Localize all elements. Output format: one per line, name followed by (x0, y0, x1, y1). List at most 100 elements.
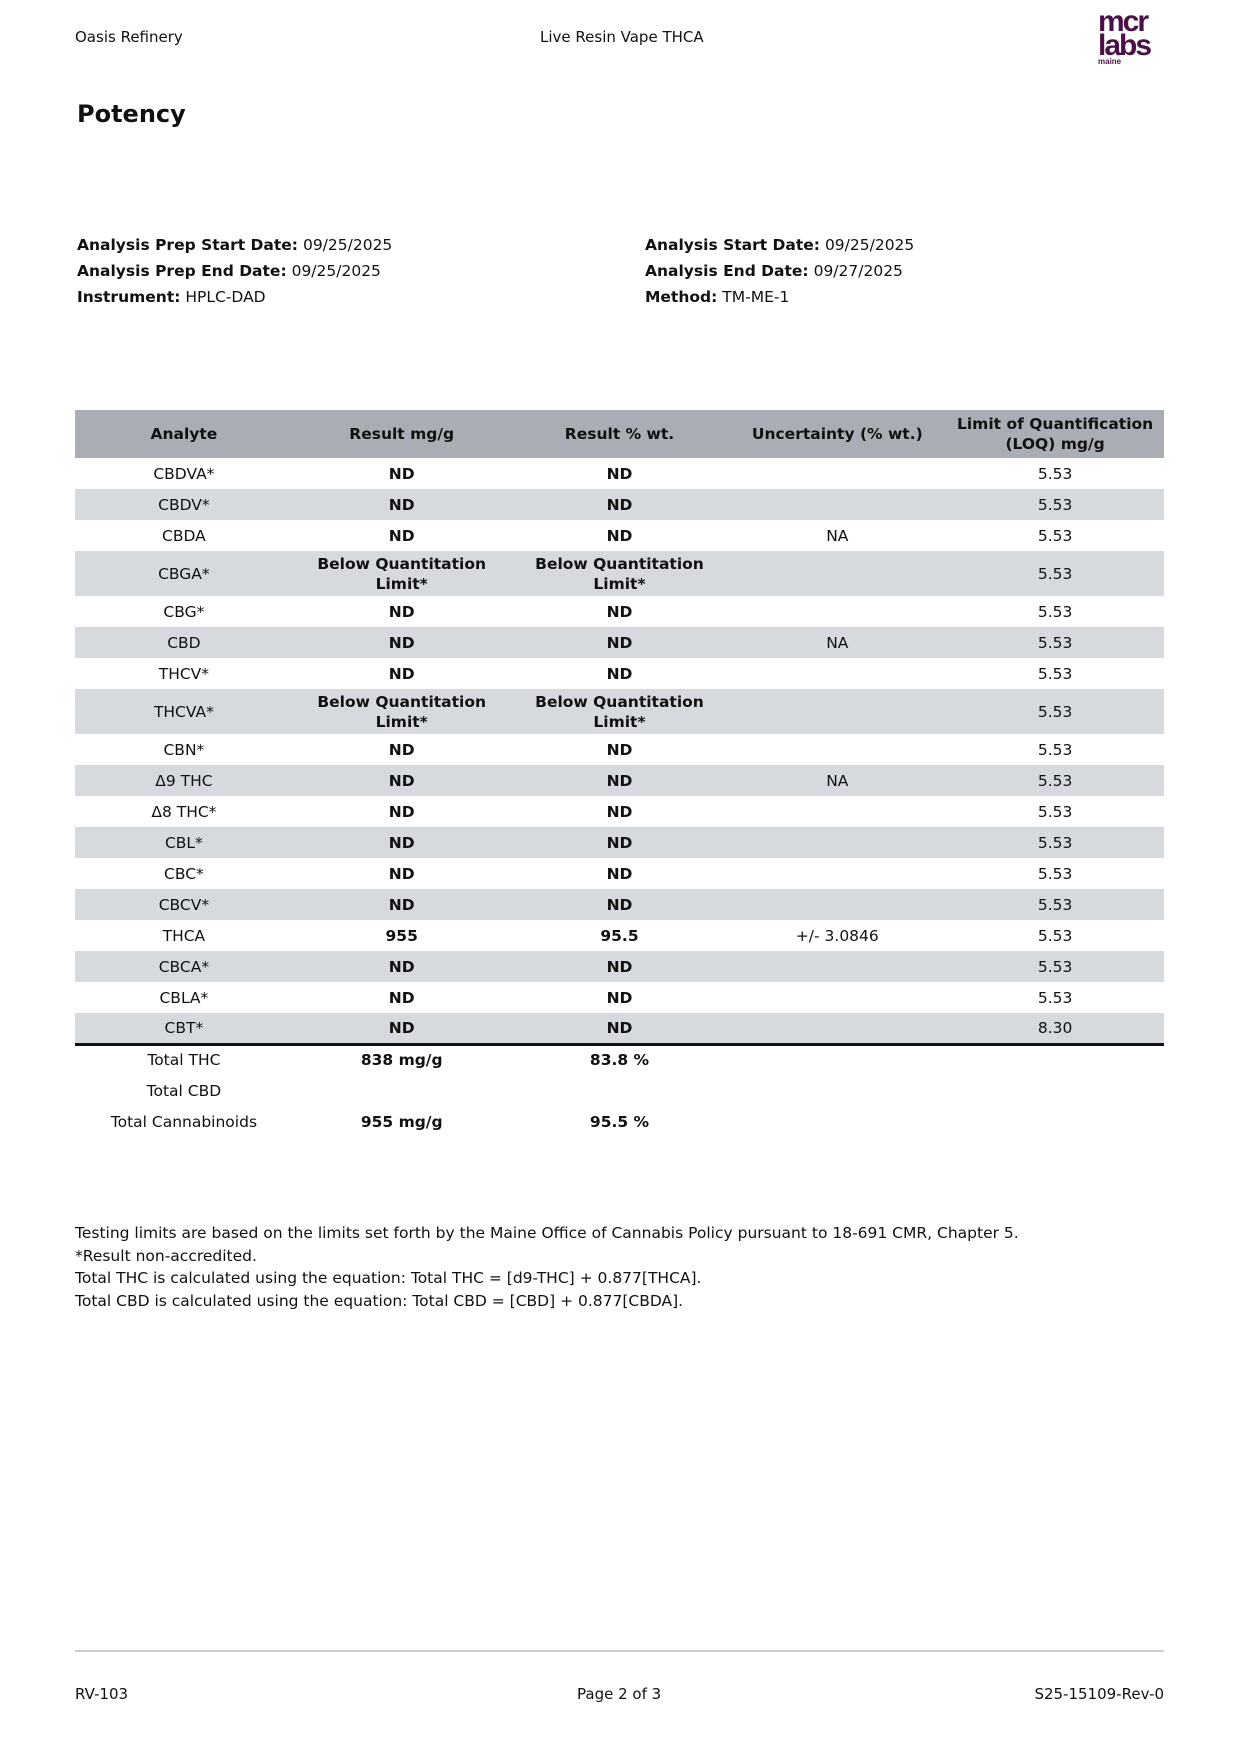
loq-cell: 5.53 (1037, 802, 1073, 821)
total-label: Total CBD (75, 1075, 293, 1106)
result-pct-cell: ND (606, 864, 633, 883)
loq-cell: 5.53 (1037, 526, 1073, 545)
empty-cell (946, 1044, 1164, 1075)
empty-cell (728, 1044, 947, 1075)
analyte-cell: CBT* (75, 1013, 293, 1046)
result-pct-cell: ND (510, 827, 729, 858)
uncertainty-cell: NA (728, 627, 947, 658)
uncertainty-cell (728, 734, 946, 765)
result-pct-cell: ND (510, 765, 729, 796)
prep-start-value: 09/25/2025 (302, 236, 393, 254)
table-row: THCA 955 95.5 +/- 3.0846 5.53 (75, 920, 1164, 951)
uncertainty-cell (728, 858, 946, 889)
empty-cell (728, 1075, 947, 1106)
uncertainty-cell (728, 458, 946, 489)
footer-page-number: Page 2 of 3 (577, 1685, 662, 1703)
result-mg-cell: Below Quantitation Limit* (292, 551, 511, 596)
analyte-cell: THCA (162, 926, 206, 945)
column-header: Result mg/g (292, 410, 511, 458)
analyte-cell: Δ9 THC (75, 765, 293, 796)
uncertainty-cell (728, 489, 947, 520)
result-pct-cell: 95.5 (600, 926, 639, 945)
result-pct-cell: ND (606, 602, 633, 621)
header-company: Oasis Refinery (75, 28, 183, 46)
table-row: CBLA* ND ND 5.53 (75, 982, 1164, 1013)
column-header: Uncertainty (% wt.) (728, 410, 947, 458)
result-mg-cell: ND (292, 765, 511, 796)
table-row: CBN* ND ND 5.53 (75, 734, 1164, 765)
footer-report-id: S25-15109-Rev-0 (1034, 1685, 1164, 1703)
table-row: CBL* ND ND 5.53 (75, 827, 1164, 858)
analyte-cell: Δ8 THC* (151, 802, 217, 821)
meta-left: Analysis Prep Start Date: 09/25/2025 Ana… (77, 232, 392, 310)
start-value: 09/25/2025 (824, 236, 915, 254)
result-mg-cell: ND (292, 489, 511, 520)
table-row: CBCA* ND ND 5.53 (75, 951, 1164, 982)
analyte-cell: CBDA (162, 526, 206, 545)
table-row: THCVA* Below Quantitation Limit* Below Qua… (75, 689, 1164, 734)
uncertainty-cell (728, 1013, 947, 1046)
analyte-cell: CBDV* (75, 489, 293, 520)
analyte-cell: CBCV* (75, 889, 293, 920)
loq-cell: 5.53 (946, 627, 1164, 658)
start-label: Analysis Start Date: (645, 236, 820, 254)
result-mg-cell: ND (388, 864, 415, 883)
result-mg-cell: ND (388, 526, 415, 545)
total-pct: 95.5 % (510, 1106, 729, 1137)
loq-cell: 5.53 (946, 551, 1164, 596)
note-accreditation: *Result non-accredited. (75, 1246, 257, 1265)
table-row: Δ9 THC ND ND NA 5.53 (75, 765, 1164, 796)
result-pct-cell: ND (510, 951, 729, 982)
table-row: CBGA* Below Quantitation Limit* Below Quan… (75, 551, 1164, 596)
analyte-cell: CBGA* (75, 551, 293, 596)
method-value: TM-ME-1 (722, 288, 790, 306)
table-row: CBC* ND ND 5.53 (75, 858, 1164, 889)
column-header: Limit of Quantification (LOQ) mg/g (946, 410, 1164, 458)
note-limits: Testing limits are based on the limits s… (75, 1224, 1019, 1242)
loq-cell: 5.53 (1037, 988, 1073, 1007)
uncertainty-cell: +/- 3.0846 (795, 926, 879, 945)
prep-end-value: 09/25/2025 (291, 262, 381, 280)
result-mg-cell: ND (292, 627, 511, 658)
total-row: Total Cannabinoids 955 mg/g 95.5 % (75, 1106, 1164, 1137)
result-mg-cell: ND (388, 988, 415, 1007)
uncertainty-cell (728, 827, 947, 858)
result-mg-cell: ND (388, 664, 415, 683)
uncertainty-cell: NA (826, 526, 849, 545)
empty-cell (946, 1075, 1164, 1106)
note-total-cbd: Total CBD is calculated using the equati… (75, 1291, 684, 1310)
loq-cell: 5.53 (1037, 464, 1073, 483)
table-row: CBD ND ND NA 5.53 (75, 627, 1164, 658)
result-pct-cell: ND (510, 627, 729, 658)
loq-cell: 5.53 (946, 489, 1164, 520)
result-mg-cell: ND (388, 740, 415, 759)
table-row: CBG* ND ND 5.53 (75, 596, 1164, 627)
result-mg-cell: Below Quantitation Limit* (292, 689, 511, 734)
uncertainty-cell (728, 689, 947, 734)
analyte-cell: CBC* (164, 864, 204, 883)
uncertainty-cell (728, 596, 946, 627)
result-pct-cell: Below Quantitation Limit* (510, 689, 729, 734)
analyte-cell: CBD (75, 627, 293, 658)
table-row: CBDVA* ND ND 5.53 (75, 458, 1164, 489)
result-mg-cell: ND (388, 802, 415, 821)
method-label: Method: (645, 288, 718, 306)
uncertainty-cell: NA (728, 765, 947, 796)
analyte-cell: THCVA* (75, 689, 293, 734)
meta-right: Analysis Start Date: 09/25/2025 Analysis… (645, 232, 914, 310)
total-mg: 838 mg/g (292, 1044, 511, 1075)
result-pct-cell: ND (510, 889, 729, 920)
result-pct-cell: ND (606, 664, 633, 683)
notes: Testing limits are based on the limits s… (75, 1222, 1019, 1312)
potency-table: Analyte Result mg/g Result % wt. Uncertaint… (75, 410, 1164, 1137)
analyte-cell: CBLA* (159, 988, 209, 1007)
uncertainty-cell (728, 551, 947, 596)
loq-cell: 5.53 (1037, 926, 1073, 945)
mcr-labs-logo: mcr labs maine (1098, 5, 1152, 66)
total-label: Total Cannabinoids (75, 1106, 293, 1137)
result-pct-cell: ND (510, 1013, 729, 1046)
analyte-cell: CBN* (163, 740, 205, 759)
result-pct-cell: ND (606, 988, 633, 1007)
loq-cell: 5.53 (1037, 664, 1073, 683)
loq-cell: 5.53 (946, 889, 1164, 920)
